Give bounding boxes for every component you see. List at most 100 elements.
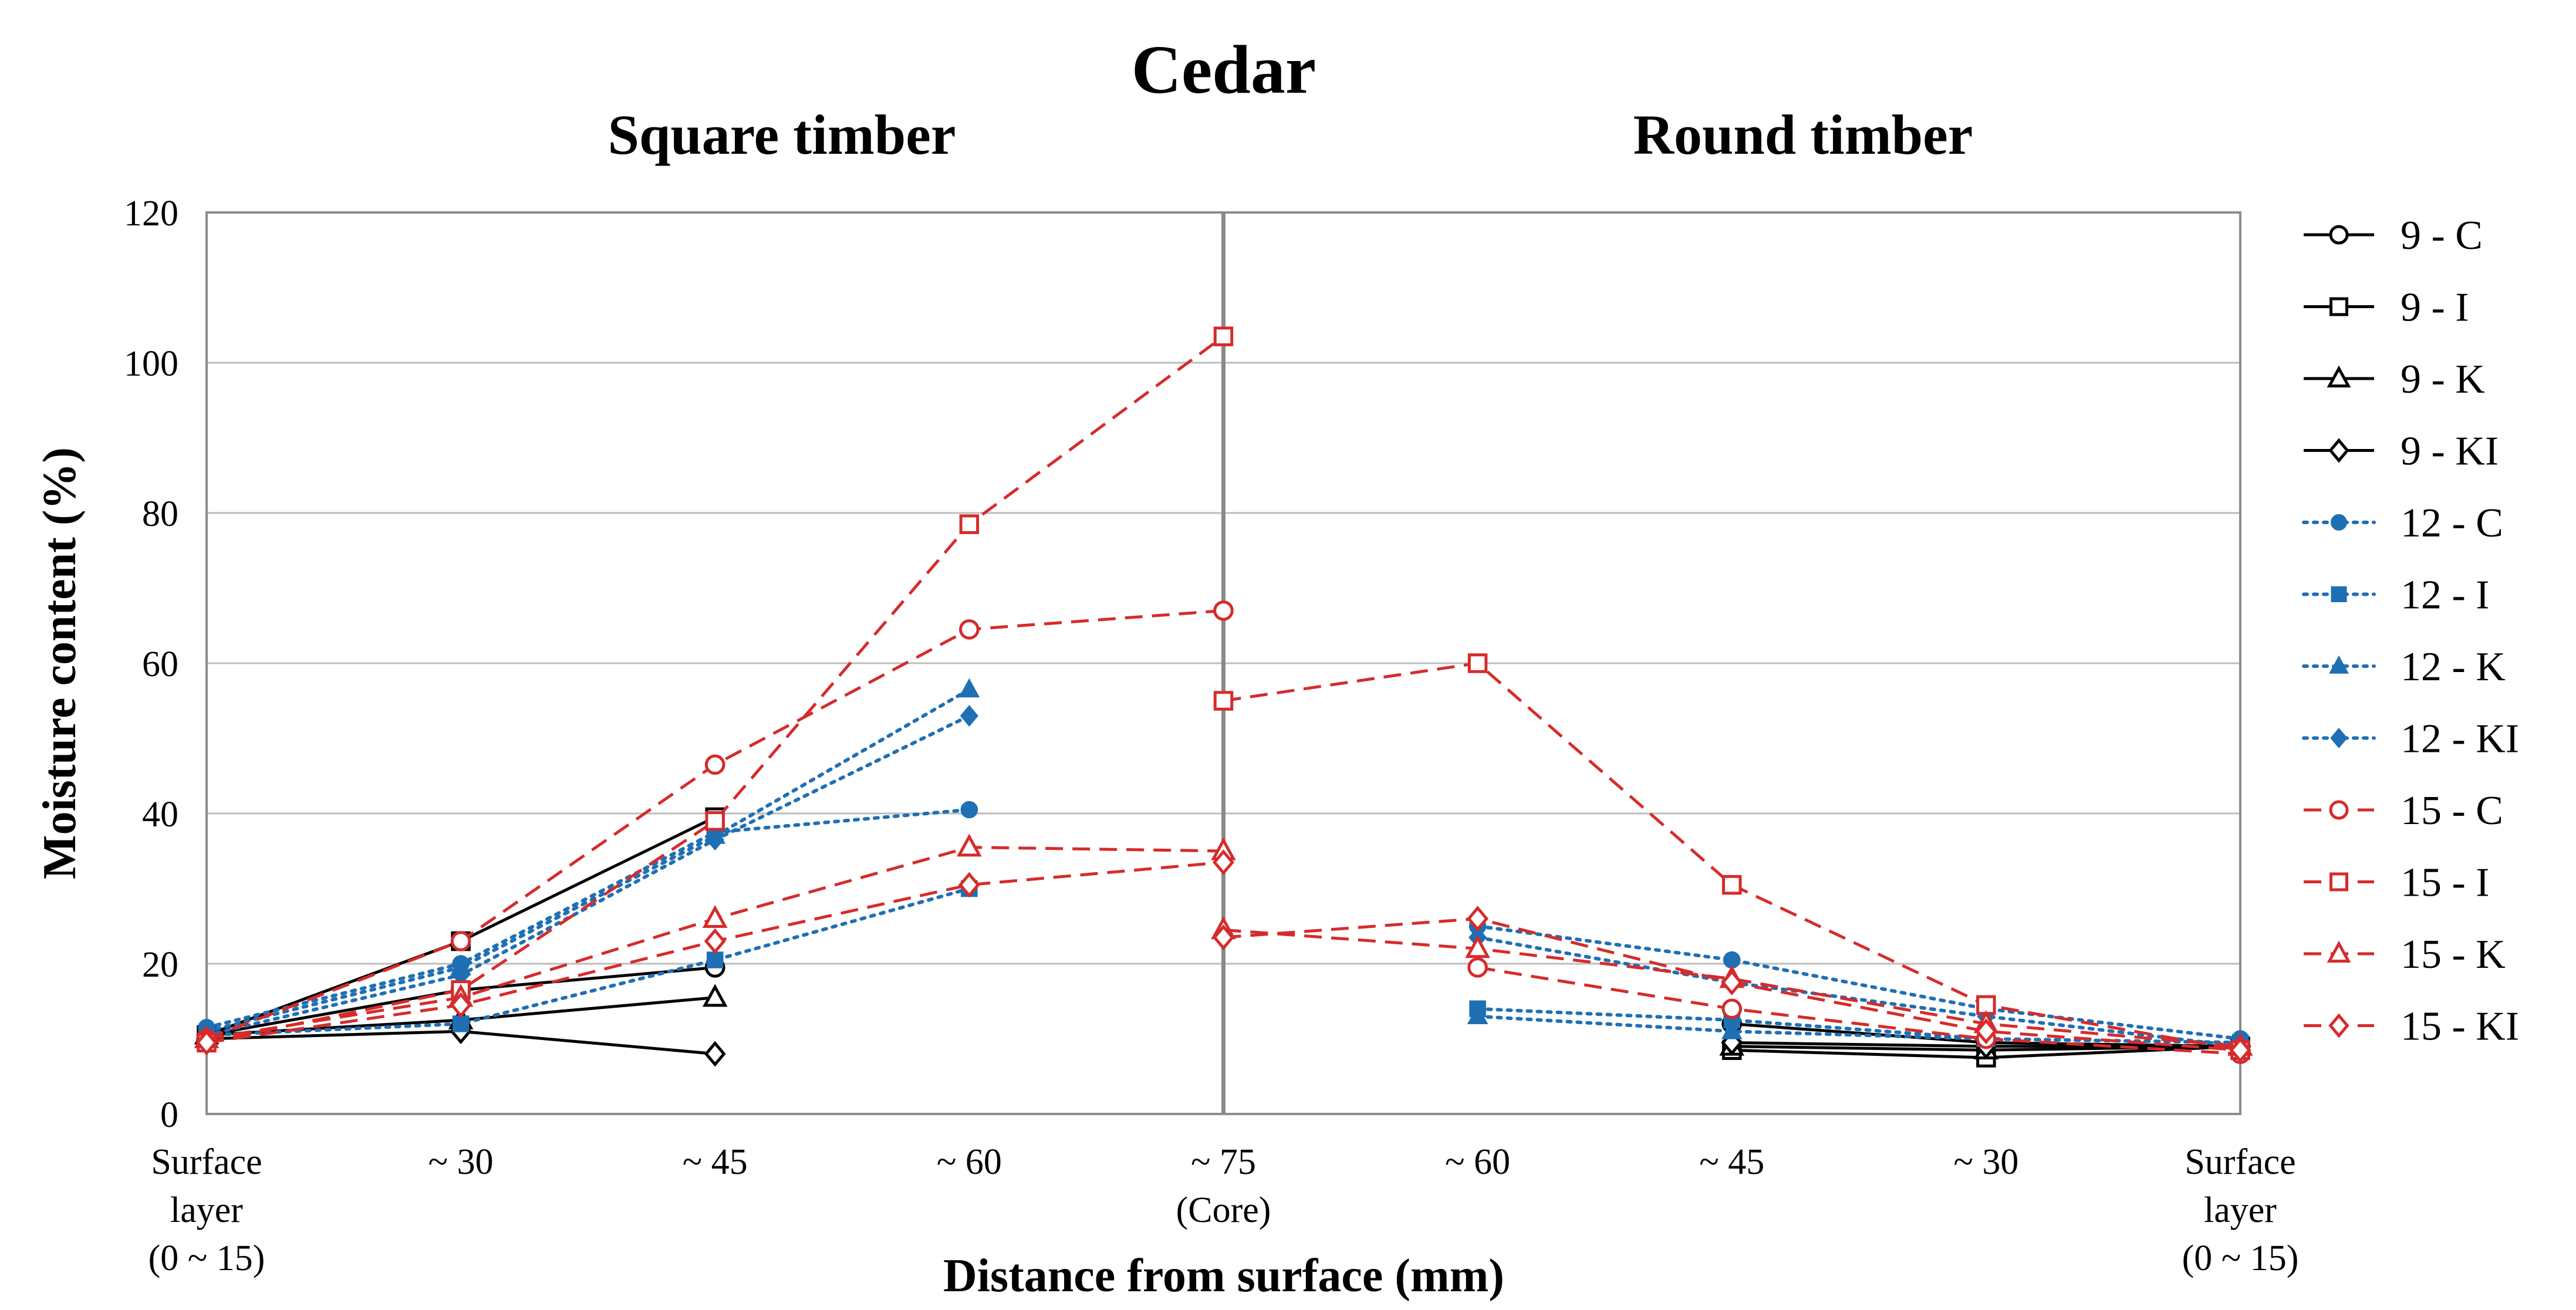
series-layer [194, 326, 2253, 1068]
subtitle-round-timber: Round timber [1633, 103, 1973, 166]
legend-item: 9 - C [2304, 213, 2483, 258]
x-axis-ticks: Surface layer (0 ~ 15) ~ 30 ~ 45 ~ 60 ~ 75 (Cor… [148, 1142, 2299, 1278]
data-point [2229, 1037, 2251, 1063]
legend-item: 15 - I [2304, 860, 2490, 906]
legend-marker [2330, 727, 2348, 749]
series-line [205, 714, 971, 1037]
legend-item: 9 - I [2304, 285, 2469, 330]
data-point [1467, 1005, 1488, 1024]
legend-label: 9 - KI [2401, 429, 2499, 474]
legend-item: 12 - KI [2302, 717, 2519, 762]
x-axis-label: Distance from surface (mm) [943, 1250, 1504, 1302]
y-axis-ticks: 0 20 40 60 80 100 120 [124, 194, 178, 1135]
data-point [704, 928, 726, 954]
data-point [1213, 326, 1234, 346]
x-tick-line: ~ 45 [683, 1142, 748, 1182]
x-tick-line: ~ 30 [1953, 1142, 2018, 1182]
legend-item: 15 - K [2304, 932, 2506, 977]
series-line [1476, 924, 2242, 1041]
series-line [1223, 928, 2241, 1048]
chart-title: Cedar [1132, 31, 1316, 108]
y-tick-label: 40 [142, 795, 178, 835]
x-tick-label: ~ 30 [428, 1142, 494, 1182]
legend-marker [2331, 514, 2347, 531]
data-point [1465, 935, 1490, 958]
legend-marker [2327, 940, 2351, 963]
data-point [452, 1015, 470, 1032]
legend-item: 9 - KI [2304, 429, 2499, 474]
data-point [959, 619, 980, 640]
legend-label: 9 - K [2401, 357, 2485, 402]
data-point [960, 801, 978, 819]
data-point [1721, 1019, 1743, 1039]
data-point [705, 811, 725, 831]
subtitle-square-timber: Square timber [608, 103, 956, 166]
data-point [707, 951, 724, 968]
legend-item: 12 - K [2302, 644, 2506, 690]
x-tick-line: (Core) [1176, 1190, 1271, 1230]
legend-item: 15 - KI [2304, 1004, 2519, 1049]
data-point [1721, 998, 1743, 1019]
x-tick-line: (0 ~ 15) [148, 1238, 265, 1278]
legend-label: 9 - I [2401, 285, 2469, 330]
data-point [1467, 653, 1488, 673]
legend-marker [2329, 800, 2349, 820]
data-point [1722, 875, 1742, 895]
data-point [704, 1041, 726, 1067]
legend-label: 15 - K [2401, 932, 2506, 977]
data-point [702, 904, 728, 928]
x-tick-line: layer [2204, 1190, 2277, 1230]
data-point [195, 1029, 218, 1056]
x-tick-label: ~ 30 [1953, 1142, 2018, 1182]
legend-marker [2329, 655, 2349, 674]
legend-label: 12 - KI [2401, 717, 2519, 762]
data-point [1213, 600, 1234, 621]
data-point [704, 754, 725, 775]
legend-label: 12 - C [2401, 501, 2503, 546]
legend-marker [2329, 297, 2348, 316]
data-point [450, 931, 471, 951]
data-point [1975, 1018, 1997, 1045]
x-tick-line: Surface [2185, 1142, 2295, 1182]
y-tick-label: 100 [124, 344, 178, 384]
x-tick-line: ~ 60 [1445, 1142, 1510, 1182]
legend-label: 15 - I [2401, 860, 2490, 906]
data-point [450, 992, 472, 1018]
legend-label: 9 - C [2401, 213, 2483, 258]
legend-label: 15 - C [2401, 788, 2503, 833]
y-tick-label: 60 [142, 644, 178, 684]
y-axis-label: Moisture content (%) [34, 447, 86, 879]
data-point [1721, 970, 1743, 995]
data-point [960, 705, 978, 727]
data-point [1213, 849, 1234, 876]
legend-item: 15 - C [2304, 788, 2503, 833]
x-tick-label: Surface layer (0 ~ 15) [148, 1142, 265, 1278]
x-tick-label: ~ 45 [1699, 1142, 1764, 1182]
legend-marker [2329, 872, 2348, 892]
y-tick-label: 80 [142, 494, 178, 534]
x-tick-line: ~ 60 [937, 1142, 1002, 1182]
legend-item: 12 - C [2302, 501, 2503, 546]
data-point [1213, 691, 1234, 711]
legend-item: 12 - I [2302, 573, 2490, 618]
data-point [1467, 906, 1489, 932]
x-tick-label: ~ 60 [937, 1142, 1002, 1182]
series-line [1476, 1014, 2242, 1045]
legend-label: 12 - K [2401, 644, 2506, 690]
y-tick-label: 20 [142, 945, 178, 985]
x-tick-label: ~ 75 (Core) [1176, 1142, 1271, 1230]
y-tick-label: 0 [160, 1095, 178, 1135]
series-line [205, 887, 971, 1037]
legend-label: 15 - KI [2401, 1004, 2519, 1049]
data-point [958, 872, 980, 898]
data-point [1213, 924, 1234, 951]
legend-marker [2328, 438, 2349, 463]
data-point [958, 678, 980, 698]
series-line [205, 808, 971, 1029]
x-tick-line: Surface [151, 1142, 262, 1182]
legend-item: 9 - K [2304, 357, 2485, 402]
x-tick-label: ~ 45 [683, 1142, 748, 1182]
data-point [957, 833, 982, 857]
data-point [702, 984, 728, 1007]
